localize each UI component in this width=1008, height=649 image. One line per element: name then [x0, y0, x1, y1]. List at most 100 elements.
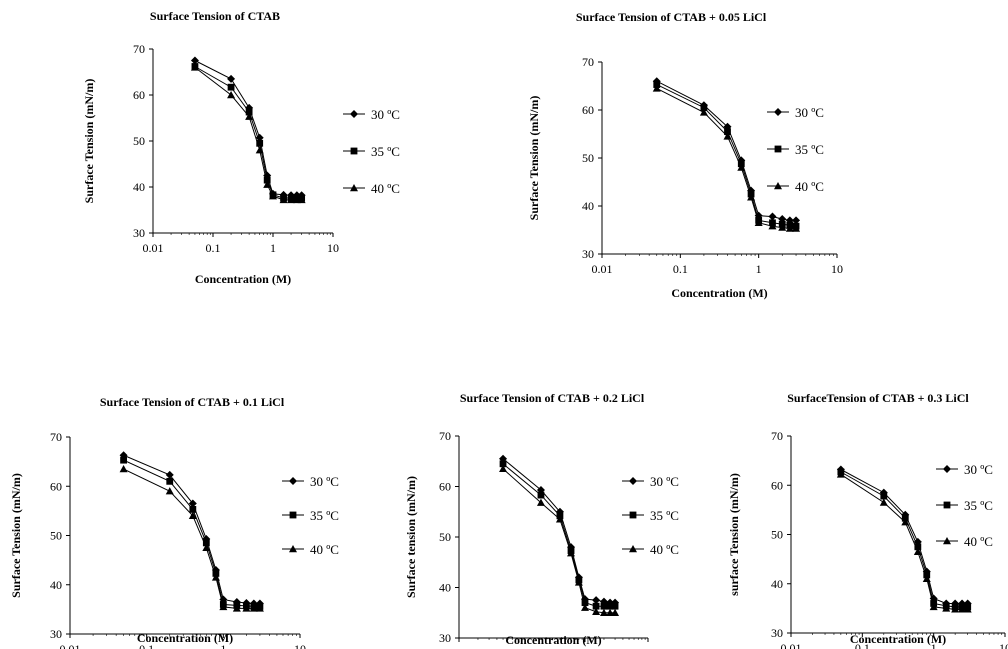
y-tick-label: 70 — [439, 429, 451, 443]
legend-label: 30 ºC — [964, 462, 993, 477]
series-line — [123, 459, 260, 607]
data-point — [913, 547, 922, 555]
x-axis-title: Concentration (M) — [195, 272, 291, 286]
data-point — [768, 212, 777, 221]
legend-marker — [289, 545, 297, 553]
data-point — [700, 104, 708, 111]
data-point — [901, 518, 910, 526]
data-point — [599, 608, 608, 616]
series-line — [194, 66, 302, 199]
series-line — [194, 67, 302, 201]
x-tick-label: 1 — [220, 642, 226, 649]
data-point — [119, 465, 128, 473]
legend-label: 40 ºC — [371, 181, 400, 196]
x-tick-label: 0.1 — [855, 641, 870, 649]
x-tick-label: 0.01 — [592, 262, 613, 276]
legend-label: 35 ºC — [964, 498, 993, 513]
x-tick-label: 0.01 — [449, 646, 470, 649]
chart-panel-3: Surface Tension of CTAB + 0.1 LiCl 30 40 50… — [9, 395, 339, 649]
legend-entry: 30 ºC — [622, 474, 679, 489]
legend-label: 35 ºC — [795, 142, 824, 157]
data-point — [227, 74, 236, 83]
y-tick-label: 30 — [582, 247, 594, 261]
data-point — [592, 602, 600, 610]
y-tick-label: 40 — [50, 578, 62, 592]
data-point — [255, 133, 264, 142]
data-point — [929, 602, 938, 611]
series-triangle — [652, 84, 801, 232]
data-point — [768, 222, 777, 230]
series-square — [837, 468, 972, 611]
data-point — [227, 83, 235, 91]
data-point — [879, 498, 888, 506]
data-point — [555, 515, 564, 523]
data-point — [255, 146, 264, 154]
legend-marker — [350, 147, 358, 155]
data-point — [211, 573, 220, 581]
series-line — [840, 471, 968, 608]
y-tick-label: 30 — [771, 626, 783, 640]
series-line — [656, 87, 796, 230]
y-tick-label: 30 — [133, 226, 145, 240]
series-diamond — [836, 465, 972, 608]
x-axis-title: Concentration (M) — [505, 633, 601, 647]
x-tick-label: 0.01 — [781, 641, 802, 649]
data-point — [958, 605, 967, 613]
y-tick-label: 40 — [582, 199, 594, 213]
data-point — [581, 599, 589, 607]
data-point — [297, 195, 306, 204]
series-triangle — [836, 470, 972, 613]
series-square — [499, 460, 619, 610]
x-tick-label: 1 — [270, 241, 276, 255]
x-axis-title: Concentration (M) — [850, 632, 946, 646]
data-point — [724, 128, 731, 135]
data-point — [287, 195, 296, 204]
legend-entry: 40 ºC — [936, 534, 993, 549]
data-point — [245, 108, 253, 116]
x-tick-label: 10 — [831, 262, 843, 276]
legend-label: 30 ºC — [371, 107, 400, 122]
legend-entry: 35 ºC — [622, 508, 679, 523]
x-tick-label: 10 — [327, 241, 339, 255]
y-tick-label: 50 — [133, 134, 145, 148]
legend-entry: 30 ºC — [767, 105, 824, 120]
y-tick-label: 40 — [771, 577, 783, 591]
legend-label: 35 ºC — [310, 508, 339, 523]
legend-entry: 30 ºC — [282, 474, 339, 489]
data-point — [165, 487, 174, 495]
y-tick-label: 60 — [133, 88, 145, 102]
series-square — [653, 81, 800, 230]
legend-entry: 30 ºC — [936, 462, 993, 477]
data-point — [836, 470, 845, 478]
data-point — [263, 180, 272, 188]
data-point — [537, 491, 545, 499]
legend-label: 35 ºC — [371, 144, 400, 159]
legend-label: 30 ºC — [310, 474, 339, 489]
data-point — [611, 602, 619, 610]
data-point — [747, 193, 756, 201]
series-line — [840, 469, 968, 604]
data-point — [914, 543, 922, 551]
data-point — [499, 464, 508, 473]
data-point — [189, 505, 197, 513]
x-tick-label: 1 — [756, 262, 762, 276]
y-axis-title: Surface Tension (mN/m) — [527, 96, 541, 221]
legend-marker — [943, 537, 951, 545]
x-tick-label: 0.01 — [60, 642, 81, 649]
data-point — [792, 216, 801, 225]
series-line — [502, 458, 616, 604]
y-tick-label: 50 — [439, 530, 451, 544]
data-point — [942, 604, 951, 612]
series-triangle — [499, 464, 620, 616]
data-point — [536, 498, 545, 506]
data-point — [785, 224, 794, 232]
series-line — [840, 473, 968, 610]
x-tick-label: 0.1 — [139, 642, 154, 649]
legend-entry: 40 ºC — [343, 181, 400, 196]
series-line — [194, 60, 302, 196]
y-tick-label: 60 — [582, 103, 594, 117]
data-point — [269, 192, 277, 200]
legend-entry: 40 ºC — [282, 542, 339, 557]
data-point — [202, 539, 210, 547]
data-point — [754, 218, 763, 226]
